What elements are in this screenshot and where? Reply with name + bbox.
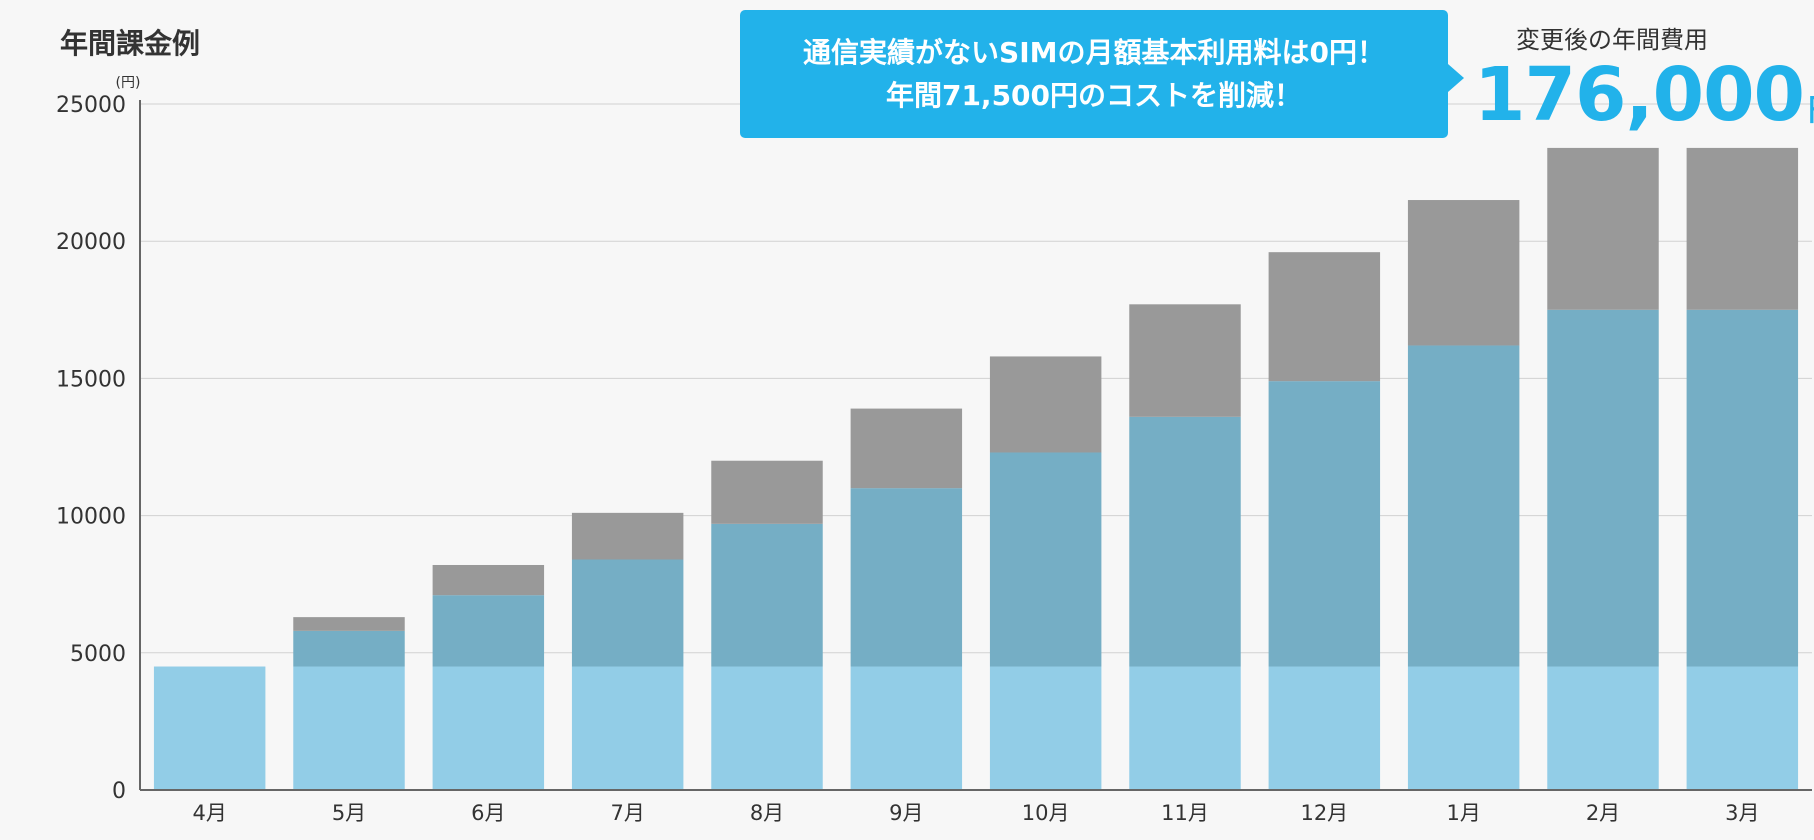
callout-line-1: 通信実績がないSIMの月額基本利用料は0円！ xyxy=(803,35,1385,69)
bar-segment-3 xyxy=(1129,304,1241,417)
annual-cost-caption: 変更後の年間費用 xyxy=(1516,26,1708,54)
x-tick-label: 4月 xyxy=(192,801,226,825)
bar-segment-1 xyxy=(432,666,545,790)
x-tick-label: 11月 xyxy=(1161,801,1209,825)
bar-segment-3 xyxy=(1686,147,1799,310)
bar-segment-3 xyxy=(293,617,405,631)
y-tick-label: 20000 xyxy=(56,230,126,255)
x-tick-label: 12月 xyxy=(1300,801,1348,825)
bar-segment-1 xyxy=(989,666,1102,790)
x-tick-label: 5月 xyxy=(332,801,366,825)
bar-segment-1 xyxy=(1268,666,1381,790)
bar-segment-2 xyxy=(1129,416,1241,667)
bar-segment-1 xyxy=(153,666,266,790)
axis-labels: 0 5000 10000 15000 20000 25000 (円) 4月 5月 6月 7月 8月 9月… xyxy=(56,75,1760,825)
y-tick-label: 15000 xyxy=(56,367,126,392)
bar-segment-3 xyxy=(989,356,1102,453)
x-tick-label: 1月 xyxy=(1446,801,1480,825)
annual-cost-value: 176,000円 xyxy=(1474,52,1814,138)
callout-line-2: 年間71,500円のコストを削減！ xyxy=(885,79,1303,112)
grid-lines xyxy=(140,103,1812,654)
bars xyxy=(153,147,1799,790)
bar-segment-2 xyxy=(711,523,823,667)
x-tick-label: 3月 xyxy=(1725,801,1759,825)
x-tick-label: 10月 xyxy=(1022,801,1070,825)
bar-segment-1 xyxy=(711,666,823,790)
bar-segment-2 xyxy=(850,488,963,667)
y-tick-label: 0 xyxy=(112,779,126,804)
bar-segment-3 xyxy=(432,564,545,596)
bar-segment-3 xyxy=(571,512,684,560)
axes xyxy=(139,100,1812,791)
bar-segment-3 xyxy=(711,460,823,524)
bar-segment-2 xyxy=(989,452,1102,667)
savings-callout: 通信実績がないSIMの月額基本利用料は0円！ 年間71,500円のコストを削減！ xyxy=(740,10,1448,138)
bar-segment-1 xyxy=(1407,666,1520,790)
y-unit-label: (円) xyxy=(116,75,141,91)
bar-segment-2 xyxy=(1547,309,1659,667)
x-tick-label: 8月 xyxy=(750,801,784,825)
annual-cost-unit: 円 xyxy=(1808,93,1814,128)
y-tick-label: 25000 xyxy=(56,93,126,118)
y-tick-label: 5000 xyxy=(70,642,126,667)
x-tick-label: 6月 xyxy=(471,801,505,825)
bar-segment-1 xyxy=(293,666,405,790)
bar-segment-2 xyxy=(1686,309,1799,667)
annual-cost-number: 176,000 xyxy=(1474,52,1805,138)
bar-segment-1 xyxy=(1129,666,1241,790)
bar-segment-2 xyxy=(1268,381,1381,667)
bar-segment-2 xyxy=(293,630,405,667)
bar-segment-2 xyxy=(571,559,684,667)
bar-segment-1 xyxy=(850,666,963,790)
x-tick-label: 2月 xyxy=(1586,801,1620,825)
callout-arrow-icon xyxy=(1448,64,1464,92)
x-tick-label: 9月 xyxy=(889,801,923,825)
bar-segment-2 xyxy=(432,595,545,667)
bar-segment-3 xyxy=(1407,200,1520,346)
bar-segment-2 xyxy=(1407,345,1520,667)
bar-segment-3 xyxy=(850,408,963,489)
x-tick-label: 7月 xyxy=(610,801,644,825)
bar-segment-3 xyxy=(1547,147,1659,310)
bar-segment-1 xyxy=(1686,666,1799,790)
y-tick-label: 10000 xyxy=(56,505,126,530)
chart-title: 年間課金例 xyxy=(60,27,201,60)
bar-segment-1 xyxy=(571,666,684,790)
bar-segment-3 xyxy=(1268,252,1381,382)
bar-segment-1 xyxy=(1547,666,1659,790)
